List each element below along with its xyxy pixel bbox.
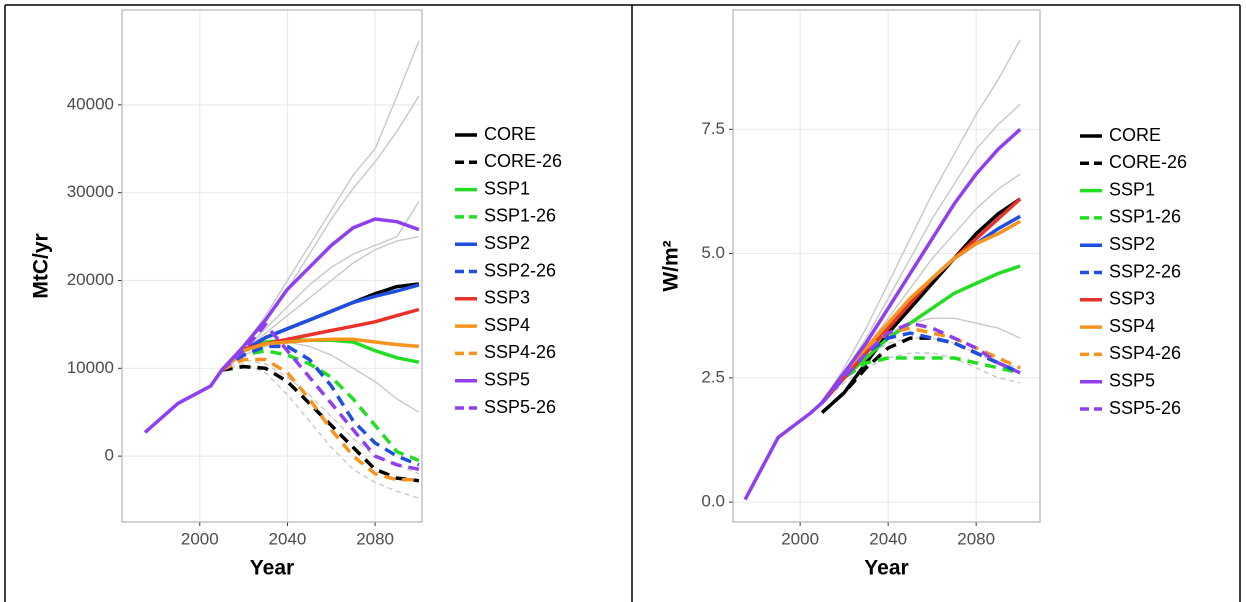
plot-border xyxy=(121,9,423,523)
legend-label: CORE xyxy=(484,124,536,144)
series-line xyxy=(220,337,420,372)
y-tick-label: 5.0 xyxy=(701,243,725,262)
series-line xyxy=(820,197,1022,414)
series-line xyxy=(221,364,420,483)
x-tick-label: 2000 xyxy=(181,529,219,548)
series-line xyxy=(820,321,1021,404)
plot-border xyxy=(732,9,1041,523)
ensemble-line xyxy=(221,235,420,371)
series-line xyxy=(820,356,1021,404)
legend-label: SSP2 xyxy=(1109,234,1155,254)
legend-label: CORE-26 xyxy=(484,151,562,171)
legend-label: SSP2-26 xyxy=(484,260,556,280)
y-tick-label: 20000 xyxy=(67,270,114,289)
legend-label: SSP4-26 xyxy=(1109,343,1181,363)
x-axis-title: Year xyxy=(250,557,294,580)
series-line xyxy=(820,336,1021,414)
y-axis-title: W/m² xyxy=(660,240,683,291)
chart: 0 10000 20000 30000 40000 2000 2040 2080 Year MtC… xyxy=(30,9,562,580)
series-line xyxy=(220,357,419,482)
x-tick-label: 2040 xyxy=(269,529,307,548)
legend-label: SSP4 xyxy=(484,315,530,335)
x-tick-label: 2080 xyxy=(356,529,394,548)
legend-label: SSP2-26 xyxy=(1109,261,1181,281)
y-axis-title: MtC/yr xyxy=(30,233,53,298)
legend-label: SSP4-26 xyxy=(484,342,556,362)
series-line xyxy=(143,217,420,434)
legend-label: SSP2 xyxy=(484,233,530,253)
ensemble-line xyxy=(221,363,420,499)
series-line xyxy=(820,326,1021,404)
ensemble-line xyxy=(821,39,1021,404)
y-tick-label: 7.5 xyxy=(701,119,725,138)
legend-label: SSP4 xyxy=(1109,316,1155,336)
series-line xyxy=(220,322,420,472)
legend-label: CORE xyxy=(1109,125,1161,145)
x-tick-label: 2000 xyxy=(781,529,819,548)
ensemble-line xyxy=(821,352,1021,404)
legend-label: SSP5 xyxy=(1109,370,1155,390)
legend-label: SSP1-26 xyxy=(484,206,556,226)
legend-label: SSP1 xyxy=(1109,179,1155,199)
y-tick-label: 0 xyxy=(105,446,114,465)
series-line xyxy=(220,283,420,372)
plot-panel xyxy=(122,10,422,522)
legend-label: SSP5-26 xyxy=(1109,398,1181,418)
series-line xyxy=(820,331,1021,404)
series-line xyxy=(220,348,420,463)
legend-label: SSP3 xyxy=(1109,289,1155,309)
frame xyxy=(4,4,1241,602)
y-tick-label: 2.5 xyxy=(701,367,725,386)
y-tick-label: 30000 xyxy=(67,182,114,201)
y-tick-label: 40000 xyxy=(67,94,114,113)
legend-label: SSP1 xyxy=(484,178,530,198)
x-axis-title: Year xyxy=(864,557,908,580)
x-tick-label: 2040 xyxy=(869,529,907,548)
y-tick-label: 0.0 xyxy=(701,492,725,511)
legend-label: SSP1-26 xyxy=(1109,207,1181,227)
series-line xyxy=(820,197,1022,404)
legend-label: SSP5-26 xyxy=(484,397,556,417)
legend-label: SSP5 xyxy=(484,369,530,389)
legend-label: CORE-26 xyxy=(1109,152,1187,172)
legend-label: SSP3 xyxy=(484,288,530,308)
series-line xyxy=(220,344,420,467)
y-tick-label: 10000 xyxy=(67,358,114,377)
ensemble-line xyxy=(221,358,420,475)
series-line xyxy=(743,128,1022,501)
x-tick-label: 2080 xyxy=(957,529,995,548)
chart: 0.0 2.5 5.0 7.5 2000 2040 2080 Year W/m² CORE CORE… xyxy=(660,9,1187,580)
